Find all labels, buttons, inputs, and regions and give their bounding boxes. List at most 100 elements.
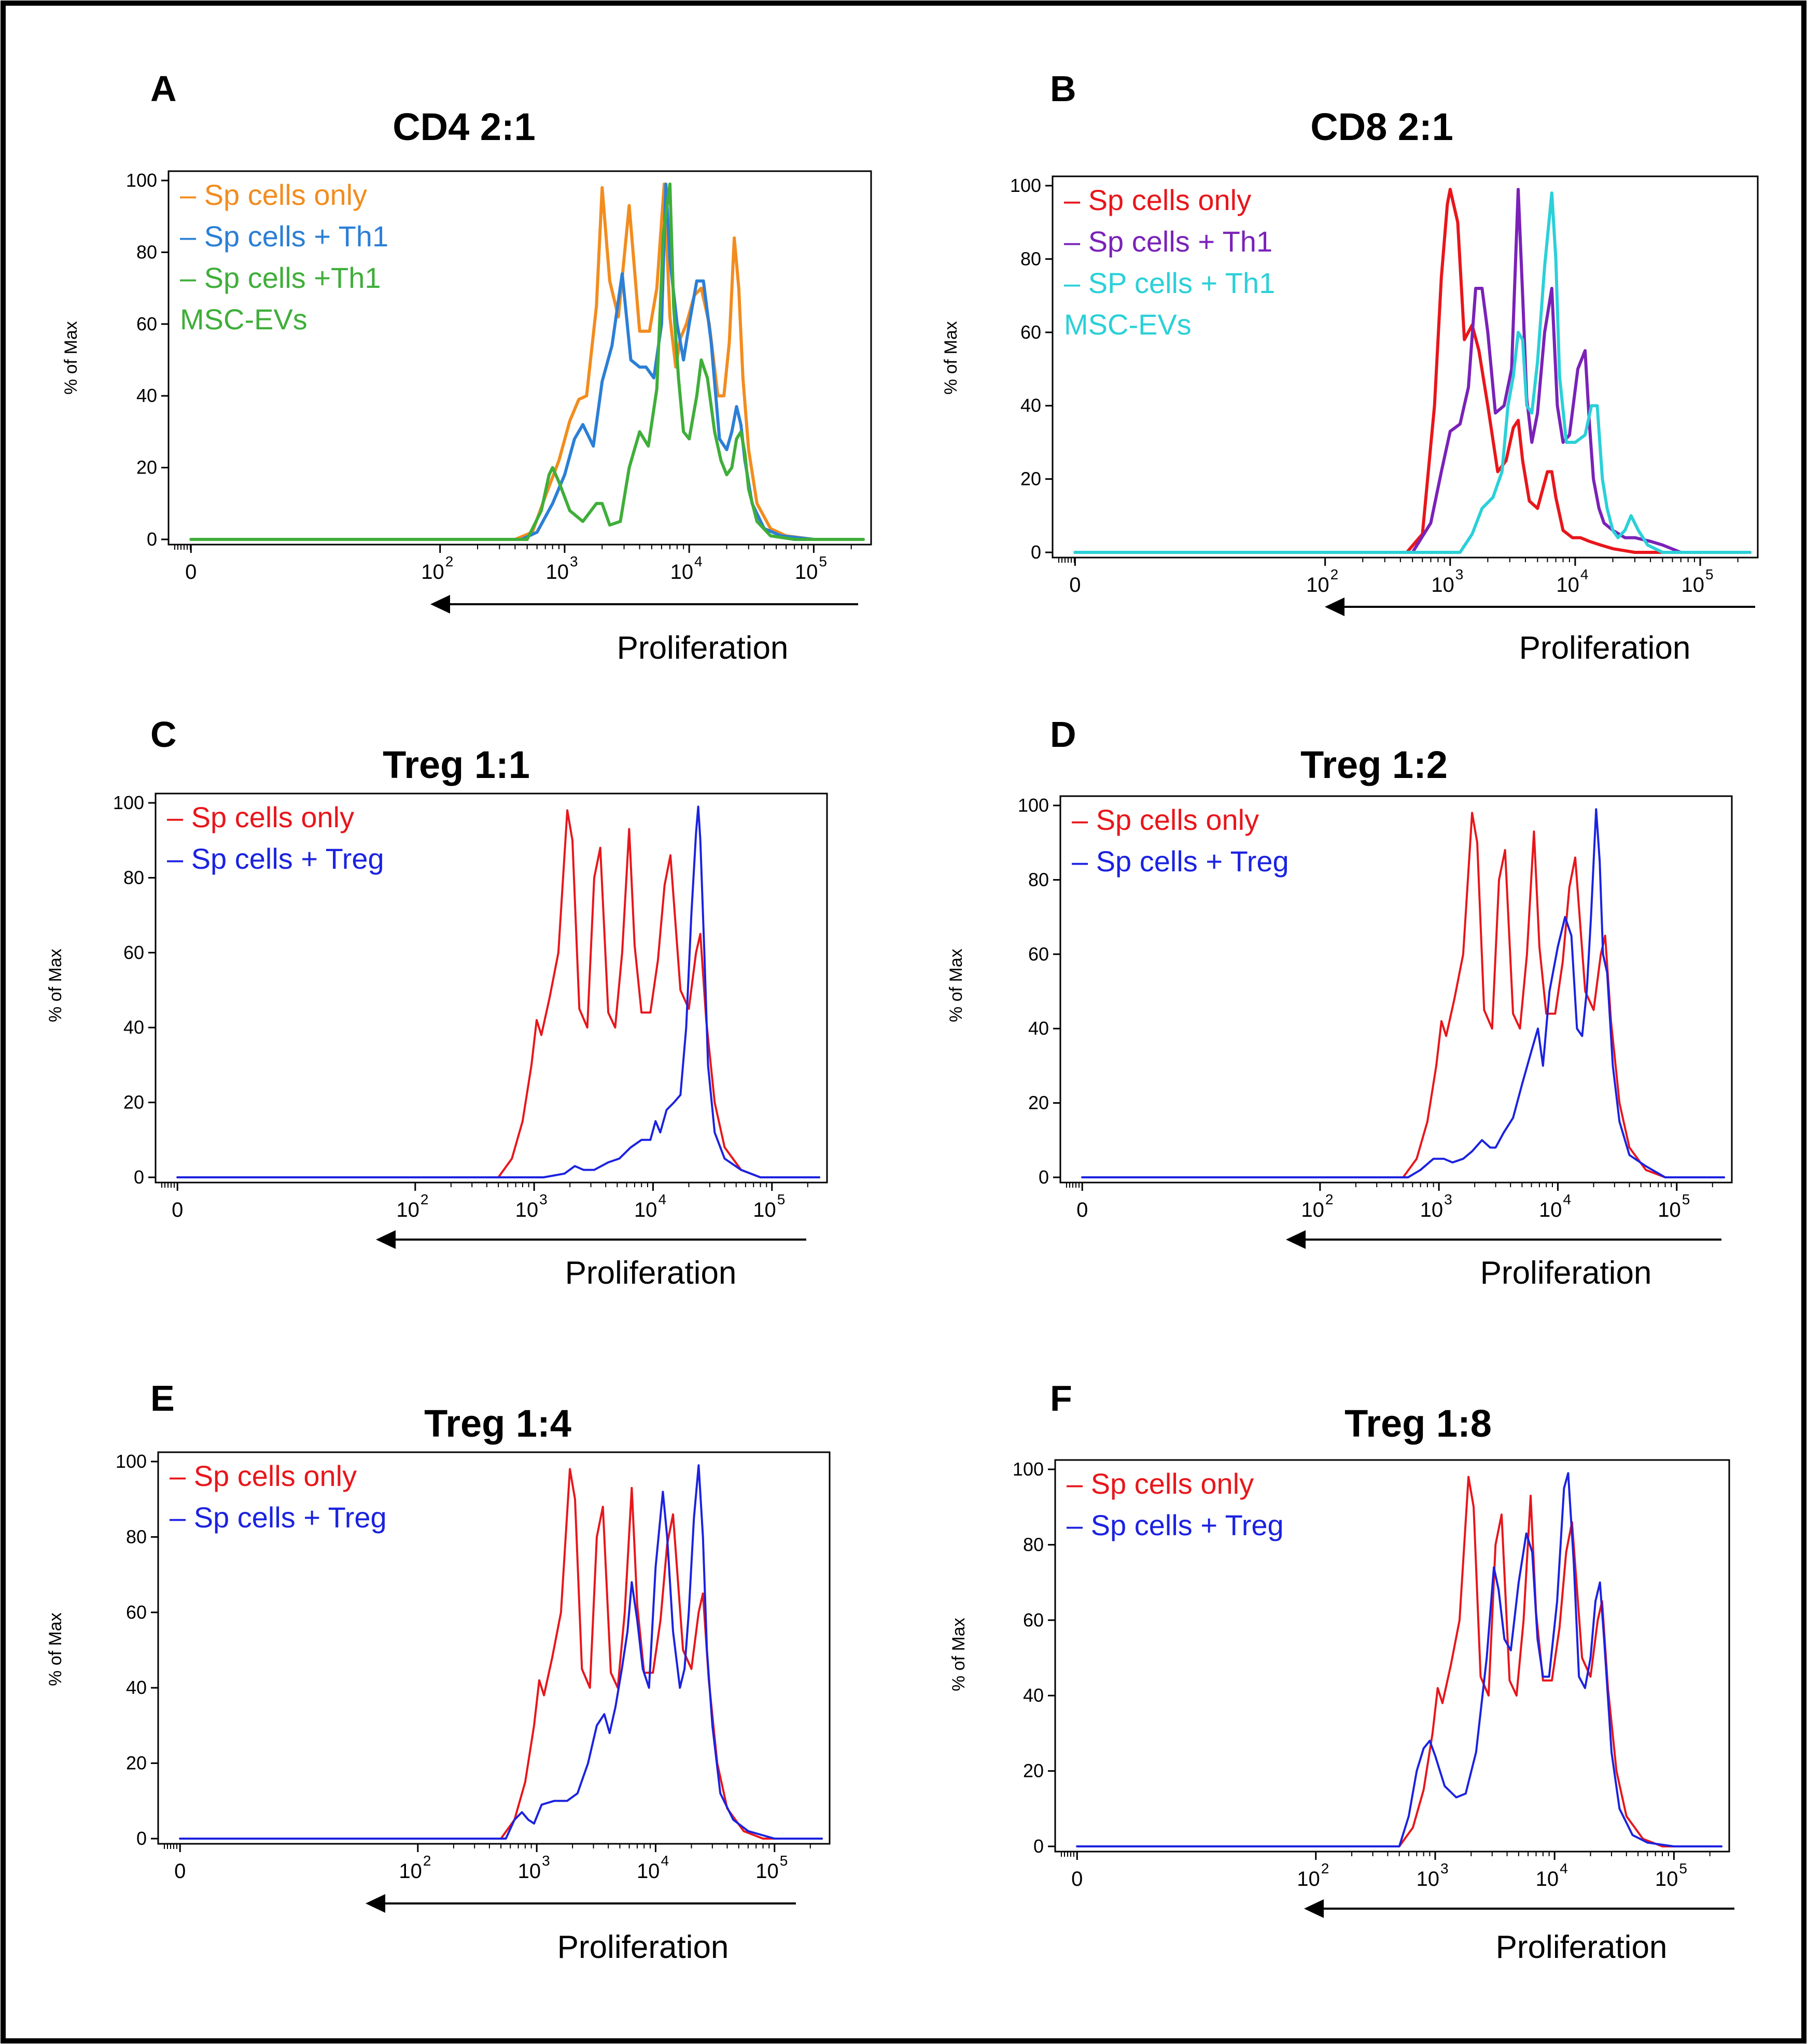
x-tick-label: 10	[1297, 1868, 1320, 1890]
legend-entry-a-2: – Sp cells + Th1	[180, 220, 388, 253]
proliferation-arrowhead-f	[1304, 1899, 1324, 1918]
x-tick-label: 10	[396, 1199, 419, 1221]
y-tick-label: 0	[136, 1828, 147, 1849]
x-tick-label: 10	[399, 1860, 422, 1883]
legend-entry-b-1: – Sp cells only	[1064, 184, 1251, 216]
x-tick-label: 10	[545, 561, 569, 583]
x-tick-label: 0	[174, 1860, 186, 1883]
legend-entry-b-3: – SP cells + Th1 MSC-EVs	[1064, 267, 1275, 341]
y-tick-label: 20	[136, 457, 157, 478]
series-line-b-1	[1073, 188, 1752, 554]
x-tick-label: 10	[1556, 574, 1579, 596]
x-tick-exponent: 2	[1325, 1191, 1334, 1207]
x-axis-label-b: Proliferation	[1519, 630, 1691, 666]
x-tick-exponent: 5	[777, 1191, 786, 1207]
x-tick-label: 0	[1071, 1868, 1083, 1890]
x-tick-exponent: 4	[661, 1853, 669, 1869]
x-tick-label: 10	[637, 1860, 660, 1883]
series-line-b-3	[1073, 191, 1752, 554]
y-tick-label: 80	[1028, 869, 1049, 890]
x-tick-label: 10	[795, 561, 818, 583]
x-tick-exponent: 2	[1330, 566, 1339, 582]
y-tick-label: 100	[1013, 1458, 1044, 1480]
x-tick-label: 10	[1420, 1199, 1444, 1221]
x-tick-label: 10	[634, 1199, 657, 1221]
y-axis-label-f: % of Max	[949, 1618, 969, 1691]
panel-letter-a: A	[150, 68, 177, 109]
x-tick-label: 10	[1682, 574, 1705, 596]
y-tick-label: 20	[1023, 1760, 1044, 1782]
x-axis-label-c: Proliferation	[565, 1255, 737, 1291]
legend-entry-e-1: – Sp cells only	[170, 1459, 357, 1492]
legend-entry-d-1: – Sp cells only	[1072, 803, 1259, 836]
y-tick-label: 0	[1031, 541, 1041, 563]
y-axis-label-e: % of Max	[46, 1612, 65, 1686]
series-line-d-2	[1081, 808, 1725, 1178]
y-tick-label: 40	[1023, 1685, 1044, 1706]
y-tick-label: 40	[126, 1677, 147, 1698]
y-tick-label: 20	[1020, 468, 1041, 490]
x-tick-label: 10	[1655, 1868, 1678, 1890]
x-axis-label-e: Proliferation	[557, 1929, 729, 1965]
y-tick-label: 20	[126, 1753, 147, 1774]
y-tick-label: 0	[1033, 1836, 1044, 1857]
x-tick-exponent: 4	[1560, 1860, 1568, 1876]
x-tick-exponent: 5	[780, 1853, 788, 1869]
plot-frame-b	[1052, 175, 1759, 559]
legend-entry-c-1: – Sp cells only	[167, 801, 354, 833]
series-line-f-2	[1076, 1472, 1722, 1847]
x-tick-exponent: 3	[542, 1853, 550, 1869]
proliferation-arrowhead-d	[1286, 1230, 1306, 1249]
y-tick-label: 40	[123, 1017, 144, 1038]
y-tick-label: 100	[1018, 795, 1049, 816]
x-tick-label: 10	[755, 1860, 779, 1883]
x-tick-exponent: 4	[1580, 566, 1589, 582]
x-tick-label: 10	[421, 561, 444, 583]
y-tick-label: 20	[123, 1092, 144, 1113]
y-tick-label: 100	[126, 170, 157, 191]
panel-letter-b: B	[1050, 68, 1076, 109]
series-line-c-1	[176, 809, 820, 1178]
y-tick-label: 60	[1028, 943, 1049, 965]
x-tick-label: 10	[1301, 1199, 1324, 1221]
legend-entry-b-2: – Sp cells + Th1	[1064, 225, 1272, 258]
x-tick-label: 10	[670, 561, 694, 583]
y-tick-label: 20	[1028, 1092, 1049, 1114]
x-tick-exponent: 5	[819, 553, 827, 569]
x-tick-exponent: 4	[694, 553, 703, 569]
y-axis-label-a: % of Max	[61, 321, 81, 395]
x-tick-label: 0	[1069, 574, 1081, 596]
x-tick-label: 10	[753, 1199, 776, 1221]
series-line-e-1	[179, 1468, 823, 1840]
x-tick-label: 10	[515, 1199, 539, 1221]
panel-title-b: CD8 2:1	[1310, 105, 1453, 148]
y-axis-label-b: % of Max	[941, 321, 961, 395]
y-axis-label-d: % of Max	[946, 949, 966, 1022]
y-tick-label: 60	[126, 1602, 147, 1623]
y-tick-label: 60	[1020, 322, 1041, 343]
x-tick-label: 10	[1539, 1199, 1562, 1221]
y-tick-label: 40	[1020, 395, 1041, 416]
x-tick-label: 10	[1416, 1868, 1439, 1890]
panel-title-d: Treg 1:2	[1300, 743, 1448, 786]
proliferation-arrowhead-b	[1325, 597, 1344, 616]
y-tick-label: 80	[1020, 248, 1041, 269]
panel-letter-d: D	[1050, 714, 1076, 755]
panel-title-f: Treg 1:8	[1344, 1402, 1492, 1445]
x-tick-label: 10	[1431, 574, 1454, 596]
y-tick-label: 100	[116, 1451, 147, 1472]
panel-title-e: Treg 1:4	[424, 1402, 571, 1445]
plot-frame-e	[157, 1451, 831, 1845]
proliferation-arrowhead-c	[376, 1230, 396, 1249]
panel-letter-f: F	[1050, 1378, 1072, 1419]
y-tick-label: 80	[123, 867, 144, 888]
legend-entry-e-2: – Sp cells + Treg	[170, 1501, 387, 1534]
x-tick-exponent: 2	[1321, 1860, 1329, 1876]
